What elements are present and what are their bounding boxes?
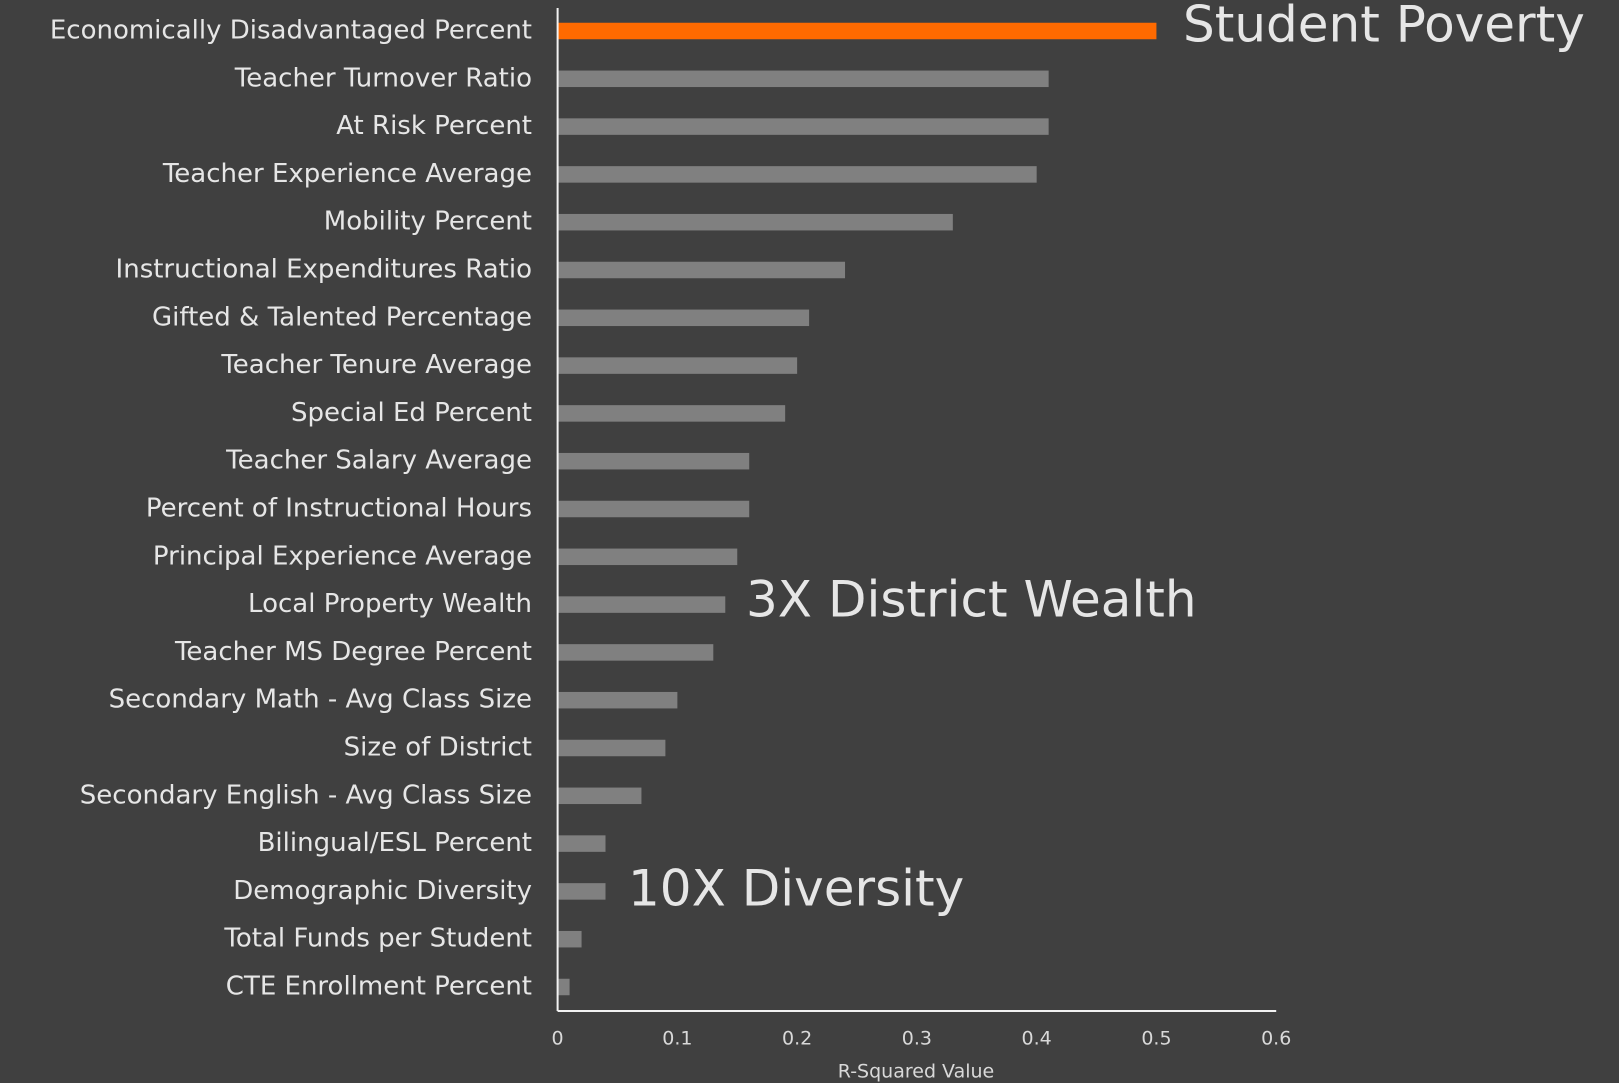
annotation: 3X District Wealth — [746, 571, 1197, 629]
annotation: Student Poverty — [1183, 0, 1585, 54]
y-tick-label: Size of District — [344, 733, 532, 763]
bar — [557, 166, 1037, 183]
x-tick-label: 0 — [552, 1028, 564, 1050]
x-tick-label: 0.4 — [1022, 1028, 1052, 1050]
bar — [557, 978, 570, 996]
bar — [557, 70, 1049, 88]
y-tick-label: Special Ed Percent — [291, 398, 532, 428]
bar — [557, 357, 798, 374]
bar — [557, 930, 582, 948]
y-tick-label: Teacher MS Degree Percent — [174, 637, 532, 667]
bar — [557, 118, 1049, 135]
y-tick-label: Gifted & Talented Percentage — [152, 302, 532, 332]
y-tick-label: Total Funds per Student — [223, 924, 532, 954]
y-tick-label: Secondary English - Avg Class Size — [80, 780, 532, 810]
y-tick-label: Bilingual/ESL Percent — [258, 828, 532, 858]
bar — [557, 835, 606, 852]
bar — [557, 883, 606, 900]
y-tick-label: Instructional Expenditures Ratio — [116, 255, 532, 285]
y-tick-label: At Risk Percent — [336, 111, 532, 141]
x-tick-label: 0.1 — [662, 1028, 692, 1050]
y-tick-label: Demographic Diversity — [233, 876, 532, 906]
bar — [557, 261, 846, 279]
y-tick-label: Secondary Math - Avg Class Size — [109, 685, 532, 715]
y-tick-label: CTE Enrollment Percent — [226, 972, 532, 1002]
x-axis-title: R-Squared Value — [838, 1061, 994, 1083]
bar — [557, 213, 953, 231]
y-tick-label: Teacher Tenure Average — [220, 350, 532, 380]
bar — [557, 691, 678, 709]
x-tick-label: 0.5 — [1141, 1028, 1171, 1050]
x-tick-label: 0.3 — [902, 1028, 932, 1050]
y-tick-label: Percent of Instructional Hours — [146, 494, 532, 524]
bar — [557, 739, 666, 757]
y-tick-label: Teacher Salary Average — [225, 446, 532, 476]
y-tick-label: Economically Disadvantaged Percent — [50, 16, 532, 46]
y-tick-label: Local Property Wealth — [248, 589, 532, 619]
bar — [557, 548, 738, 566]
bar — [557, 787, 642, 805]
bar — [557, 309, 810, 327]
bar — [557, 22, 1157, 40]
x-tick-label: 0.6 — [1261, 1028, 1291, 1050]
bar — [557, 644, 714, 661]
bar — [557, 500, 750, 518]
bar — [557, 596, 726, 613]
x-tick-label: 0.2 — [782, 1028, 812, 1050]
y-tick-label: Teacher Experience Average — [162, 159, 532, 189]
bar — [557, 405, 786, 422]
y-tick-label: Mobility Percent — [324, 207, 532, 237]
y-tick-label: Teacher Turnover Ratio — [234, 63, 532, 93]
y-tick-label: Principal Experience Average — [153, 541, 532, 571]
bar — [557, 452, 750, 470]
annotation: 10X Diversity — [628, 860, 964, 918]
